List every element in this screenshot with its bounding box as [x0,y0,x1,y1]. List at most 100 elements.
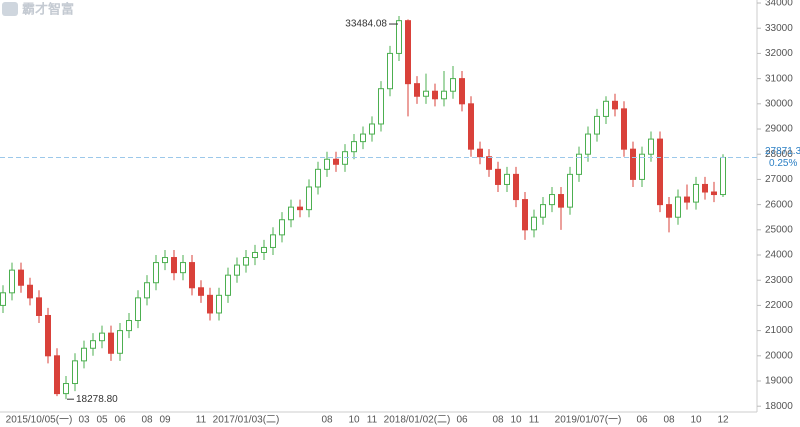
candle-body [450,78,456,92]
candle-body [531,216,537,231]
y-tick-label: 34000 [765,0,793,9]
candle-body [198,287,204,296]
candle-body [117,330,123,354]
y-tick-label: 30000 [765,98,793,109]
candle-body [522,199,528,231]
candle-body [18,269,24,286]
candle-body [621,108,627,150]
x-tick-label: 08 [492,415,504,426]
x-tick-label: 03 [78,415,90,426]
candle-body [423,90,429,97]
y-tick-label: 22000 [765,300,793,311]
y-tick-label: 21000 [765,325,793,336]
candle-body [432,90,438,100]
candle-body [126,320,132,332]
candle-body [315,168,321,188]
candle-body [612,100,618,110]
candle-body [603,100,609,117]
candle-body [45,314,51,357]
candle-body [36,297,42,316]
candle-body [657,138,663,206]
y-tick-label: 20000 [765,350,793,361]
x-tick-label: 08 [141,415,153,426]
candle-body [468,103,474,150]
candle-body [189,262,195,289]
y-tick-label: 33000 [765,23,793,34]
low-label: 18278.80 [76,394,118,405]
candle-body [216,294,222,314]
candle-body [324,158,330,170]
last-price-label: 27871.3 [765,146,800,157]
candle-body [594,115,600,135]
x-tick-label: 11 [529,415,540,426]
candle-body [513,173,519,201]
candle-body [171,257,177,274]
candle-body [153,262,159,284]
x-tick-label: 06 [456,415,468,426]
candle-body [378,88,384,125]
y-tick-label: 19000 [765,376,793,387]
candle-body [405,20,411,85]
candle-body [558,194,564,208]
y-tick-label: 25000 [765,224,793,235]
candle-body [9,269,15,294]
y-tick-label: 32000 [765,48,793,59]
y-tick-label: 31000 [765,73,793,84]
candle-body [549,194,555,206]
candle-body [306,186,312,211]
candle-body [648,138,654,155]
candle-body [351,141,357,153]
candle-body [630,148,636,180]
x-tick-label: 08 [663,415,675,426]
candle-body [63,383,69,395]
candle-body [666,204,672,218]
candle-body [711,191,717,196]
x-tick-label: 2015/10/05(一) [6,415,73,426]
candle-body [27,284,33,299]
y-tick-label: 29000 [765,124,793,135]
logo-icon [2,2,18,16]
candle-body [576,153,582,175]
candle-body [333,158,339,165]
x-tick-label: 06 [636,415,648,426]
candle-body [54,355,60,395]
candle-body [135,297,141,322]
candle-body [495,168,501,185]
candle-body [144,282,150,299]
x-tick-label: 11 [367,415,378,426]
candle-body [702,183,708,193]
candle-body [261,246,267,253]
x-tick-label: 09 [159,415,171,426]
x-tick-label: 11 [196,415,207,426]
x-tick-label: 10 [690,415,702,426]
candle-body [180,262,186,274]
candle-body [252,251,258,259]
high-label: 33484.08 [345,19,387,30]
candle-body [342,151,348,165]
y-tick-label: 27000 [765,174,793,185]
candle-body [234,264,240,276]
candle-body [99,332,105,342]
candle-body [675,196,681,218]
y-tick-label: 26000 [765,199,793,210]
candle-body [225,274,231,296]
candle-body [414,83,420,97]
candle-body [72,360,78,385]
candle-body [108,332,114,354]
change-label: 0.25% [769,158,797,169]
logo-text: 霸才智富 [22,1,74,16]
candle-body [684,196,690,203]
y-tick-label: 24000 [765,250,793,261]
candle-body [396,20,402,54]
x-tick-label: 08 [321,415,333,426]
candle-body [90,340,96,349]
candle-body [387,52,393,90]
y-tick-label: 23000 [765,275,793,286]
x-tick-label: 05 [96,415,108,426]
x-tick-label: 06 [114,415,126,426]
candle-body [279,219,285,236]
candle-body [297,206,303,211]
candle-body [639,153,645,180]
y-tick-label: 18000 [765,401,793,412]
